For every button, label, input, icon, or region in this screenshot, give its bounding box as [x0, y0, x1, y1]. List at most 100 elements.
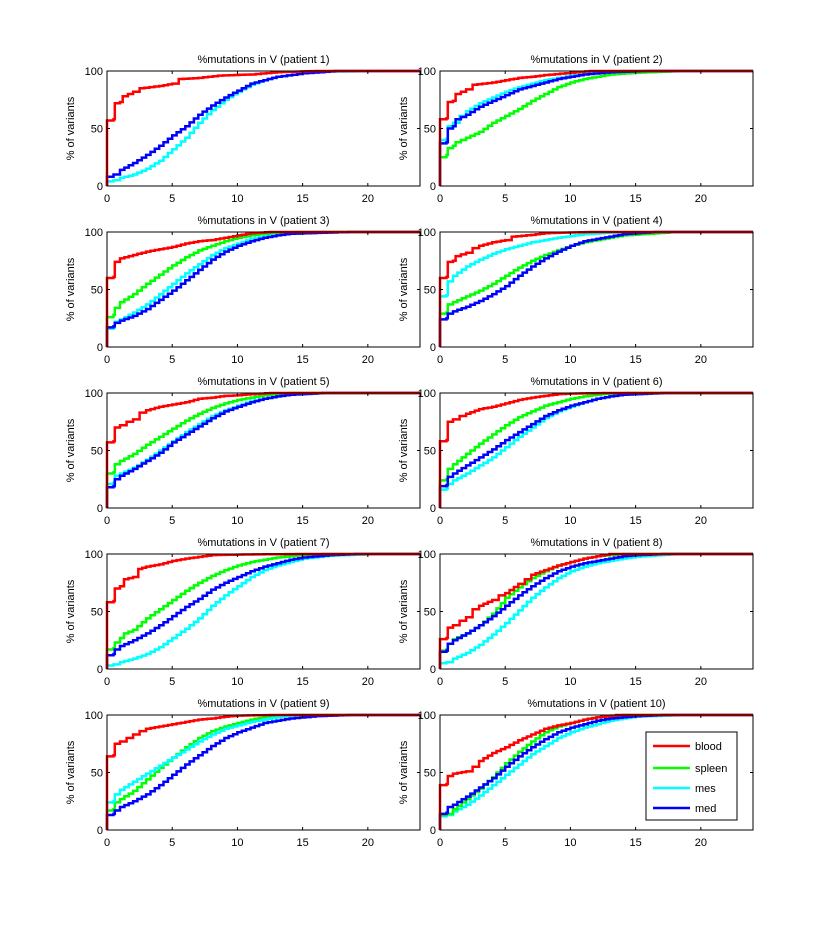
legend: blood spleen mes med	[645, 731, 738, 821]
x-tick-label: 5	[502, 354, 508, 366]
series-group	[105, 552, 420, 669]
x-tick-label: 5	[502, 676, 508, 688]
x-tick-label: 20	[695, 515, 707, 527]
y-axis-label: % of variants	[398, 257, 410, 321]
x-tick-label: 10	[564, 354, 576, 366]
series-line-spleen	[105, 552, 420, 669]
series-line-blood	[438, 391, 753, 508]
series-line-blood	[105, 391, 420, 508]
x-tick-label: 15	[297, 676, 309, 688]
y-tick-label: 50	[424, 124, 436, 136]
x-tick-label: 0	[437, 354, 443, 366]
x-tick-label: 20	[695, 193, 707, 205]
subplot-title: %mutations in V (patient 7)	[197, 537, 329, 549]
x-tick-label: 10	[564, 837, 576, 849]
x-tick-label: 0	[104, 515, 110, 527]
series-group	[438, 552, 753, 669]
axes-background	[440, 71, 753, 186]
x-tick-label: 20	[695, 354, 707, 366]
y-tick-label: 50	[91, 768, 103, 780]
x-tick-label: 10	[231, 515, 243, 527]
legend-label-blood: blood	[695, 741, 722, 753]
y-tick-label: 50	[424, 446, 436, 458]
subplot-title: %mutations in V (patient 3)	[197, 215, 329, 227]
x-tick-label: 5	[169, 837, 175, 849]
y-tick-label: 50	[91, 124, 103, 136]
y-axis-label: % of variants	[398, 579, 410, 643]
x-tick-label: 0	[104, 354, 110, 366]
y-tick-label: 0	[430, 825, 436, 837]
subplot-patient-4: %mutations in V (patient 4) % of variants…	[398, 215, 754, 366]
x-tick-label: 0	[104, 193, 110, 205]
y-axis-label: % of variants	[398, 418, 410, 482]
y-tick-label: 100	[418, 66, 436, 78]
y-tick-label: 100	[418, 227, 436, 239]
series-line-spleen	[105, 713, 420, 830]
subplot-title: %mutations in V (patient 10)	[527, 698, 665, 710]
x-tick-label: 15	[297, 515, 309, 527]
series-group	[105, 230, 420, 347]
series-line-med	[105, 391, 420, 508]
series-group	[438, 230, 753, 347]
y-tick-label: 0	[430, 342, 436, 354]
x-tick-label: 0	[104, 837, 110, 849]
x-tick-label: 15	[630, 676, 642, 688]
x-tick-label: 15	[630, 515, 642, 527]
subplot-patient-5: %mutations in V (patient 5) % of variants…	[65, 376, 421, 527]
y-tick-label: 50	[424, 607, 436, 619]
series-line-med	[105, 69, 420, 186]
series-line-blood	[105, 230, 420, 347]
x-tick-label: 15	[297, 837, 309, 849]
series-group	[438, 713, 753, 830]
x-tick-label: 20	[695, 676, 707, 688]
series-line-med	[438, 391, 753, 508]
x-tick-label: 10	[564, 676, 576, 688]
x-tick-label: 5	[169, 676, 175, 688]
subplot-patient-2: %mutations in V (patient 2) % of variants…	[398, 54, 754, 205]
subplot-title: %mutations in V (patient 4)	[530, 215, 662, 227]
axes-background	[107, 71, 420, 186]
series-line-mes	[438, 230, 753, 347]
y-axis-label: % of variants	[65, 96, 77, 160]
x-tick-label: 15	[630, 837, 642, 849]
series-line-med	[438, 552, 753, 669]
x-tick-label: 5	[169, 354, 175, 366]
y-tick-label: 100	[85, 66, 103, 78]
subplot-patient-9: %mutations in V (patient 9) % of variants…	[65, 698, 421, 849]
x-tick-label: 20	[362, 837, 374, 849]
x-tick-label: 20	[362, 676, 374, 688]
subplot-patient-6: %mutations in V (patient 6) % of variants…	[398, 376, 754, 527]
series-line-blood	[438, 230, 753, 347]
legend-label-mes: mes	[695, 783, 716, 795]
series-line-blood	[438, 552, 753, 669]
x-tick-label: 5	[502, 193, 508, 205]
y-tick-label: 0	[430, 503, 436, 515]
y-tick-label: 0	[97, 342, 103, 354]
series-line-spleen	[105, 391, 420, 508]
x-tick-label: 20	[362, 193, 374, 205]
subplot-title: %mutations in V (patient 9)	[197, 698, 329, 710]
x-tick-label: 20	[362, 354, 374, 366]
x-tick-label: 10	[231, 676, 243, 688]
series-line-med	[438, 713, 753, 830]
x-tick-label: 0	[437, 515, 443, 527]
x-tick-label: 10	[231, 354, 243, 366]
series-line-med	[438, 230, 753, 347]
series-line-spleen	[438, 69, 753, 186]
x-tick-label: 0	[104, 676, 110, 688]
axes-background	[440, 232, 753, 347]
series-line-med	[105, 713, 420, 830]
x-tick-label: 10	[564, 193, 576, 205]
x-tick-label: 0	[437, 676, 443, 688]
series-line-blood	[105, 69, 420, 186]
y-axis-label: % of variants	[65, 579, 77, 643]
subplot-patient-3: %mutations in V (patient 3) % of variants…	[65, 215, 421, 366]
y-tick-label: 0	[97, 664, 103, 676]
y-tick-label: 0	[430, 181, 436, 193]
x-tick-label: 15	[297, 354, 309, 366]
x-tick-label: 0	[437, 193, 443, 205]
subplot-grid: %mutations in V (patient 1) % of variants…	[65, 54, 754, 849]
y-tick-label: 100	[418, 388, 436, 400]
series-line-spleen	[438, 391, 753, 508]
